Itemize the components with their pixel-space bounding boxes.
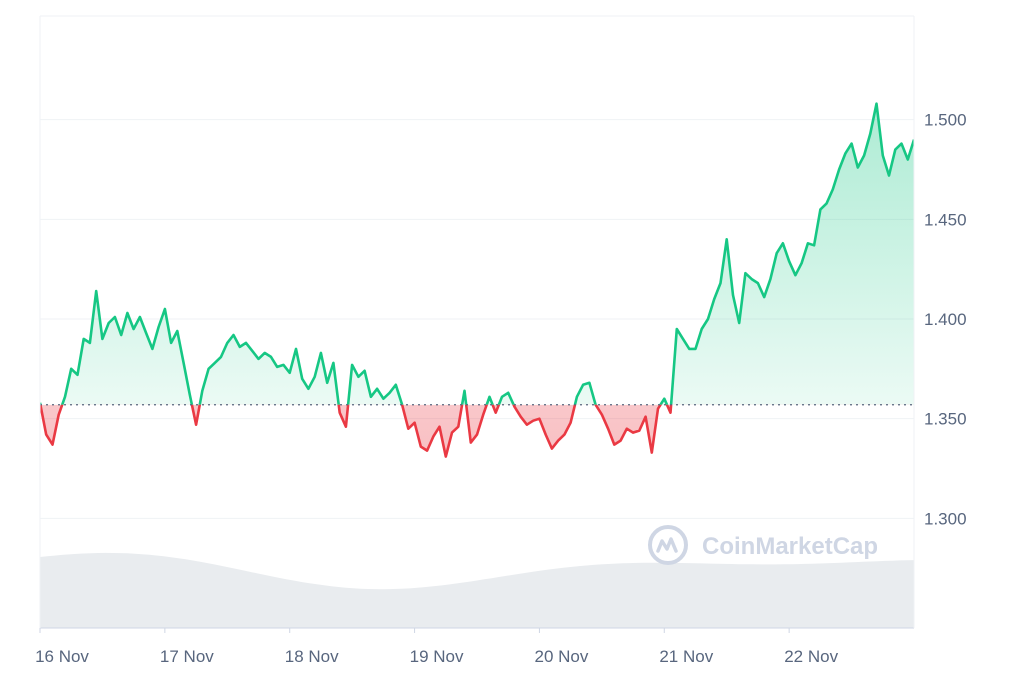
watermark-text: CoinMarketCap: [702, 533, 878, 560]
x-tick-label: 18 Nov: [285, 647, 339, 666]
x-tick-label: 16 Nov: [35, 647, 89, 666]
price-line: [40, 102, 914, 458]
y-tick-label: 1.400: [924, 310, 967, 329]
x-tick-label: 22 Nov: [784, 647, 838, 666]
volume-area: [40, 552, 914, 628]
price-area: [40, 103, 914, 457]
coinmarketcap-watermark: CoinMarketCap: [648, 525, 878, 565]
volume-shape: [40, 552, 914, 628]
y-axis-ticks: 1.300 1.350 1.400 1.450 1.500: [924, 111, 967, 529]
y-tick-label: 1.300: [924, 509, 967, 528]
x-tick-label: 17 Nov: [160, 647, 214, 666]
axes: [39, 15, 915, 629]
y-tick-label: 1.450: [924, 210, 967, 229]
price-area-up: [40, 103, 914, 405]
x-axis-ticks: 16 Nov 17 Nov 18 Nov 19 Nov 20 Nov 21 Nov 22 N…: [35, 628, 839, 666]
x-tick-label: 20 Nov: [534, 647, 588, 666]
x-tick-label: 21 Nov: [659, 647, 713, 666]
y-tick-label: 1.350: [924, 410, 967, 429]
coinmarketcap-logo-icon: [648, 525, 688, 565]
grid-lines: [40, 119, 914, 519]
x-tick-label: 19 Nov: [410, 647, 464, 666]
price-line-down: [40, 404, 673, 458]
y-tick-label: 1.500: [924, 111, 967, 130]
price-line-up: [40, 102, 914, 405]
